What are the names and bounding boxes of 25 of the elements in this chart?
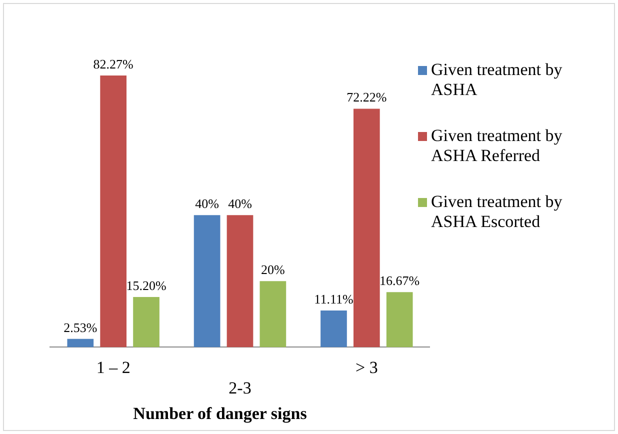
x-tick-label: 2-3 — [228, 378, 252, 398]
data-label: 82.27% — [93, 56, 134, 72]
bar — [194, 215, 220, 348]
bar — [386, 292, 413, 348]
data-label: 16.67% — [380, 273, 420, 288]
legend-label: Given treatment by ASHA — [431, 60, 564, 100]
x-tick-label: > 3 — [355, 358, 378, 377]
legend-label: Given treatment by ASHA Escorted — [431, 192, 564, 232]
data-label: 20% — [261, 262, 286, 278]
bar — [320, 310, 347, 348]
data-label: 40% — [195, 196, 220, 212]
bar — [133, 297, 160, 348]
bar — [353, 108, 380, 348]
data-label: 40% — [228, 196, 252, 212]
data-label: 15.20% — [126, 278, 166, 293]
bar — [100, 76, 127, 348]
legend-label: Given treatment by ASHA Referred — [431, 126, 564, 166]
bar — [226, 215, 254, 348]
bar — [260, 281, 286, 348]
bar — [67, 338, 94, 348]
x-axis-title: Number of danger signs — [132, 404, 308, 424]
data-label: 72.22% — [346, 90, 387, 105]
data-label: 2.53% — [64, 320, 98, 335]
x-tick-label: 1 – 2 — [96, 358, 130, 377]
data-label: 11.11% — [314, 291, 354, 306]
